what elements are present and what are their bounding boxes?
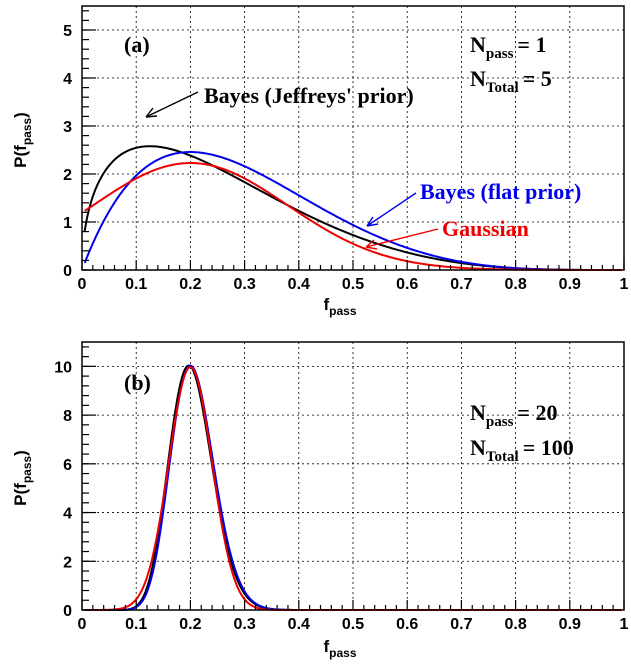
x-tick-label: 1 [620,616,629,633]
x-tick-label: 0.7 [450,616,472,633]
x-tick-label: 0.5 [342,616,364,633]
y-tick-label: 6 [63,457,72,474]
y-tick-label: 10 [54,359,72,376]
panel-a-ticks: 0 0.1 0.2 0.3 0.4 0.5 0.6 0.7 0.8 0.9 1 0 1 2 3 4 5 [63,10,629,293]
x-tick-label: 0.6 [396,276,418,293]
x-tick-label: 0 [78,276,87,293]
panel-b-label: (b) [124,370,151,395]
x-tick-label: 0.4 [288,276,310,293]
y-tick-label: 1 [63,215,72,232]
panel-b-grid [82,342,624,610]
y-tick-label: 4 [63,506,72,523]
y-tick-label: 3 [63,119,72,136]
x-tick-label: 0.4 [288,616,310,633]
arrow-bayes-flat [366,192,417,227]
y-tick-label: 2 [63,554,72,571]
x-tick-label: 0.2 [179,616,201,633]
label-gaussian: Gaussian [442,216,529,241]
label-bayes-jeffreys: Bayes (Jeffreys' prior) [204,83,414,108]
x-tick-label: 0.3 [233,276,255,293]
panel-a-n-pass: Npass = 1 [470,32,546,62]
x-tick-label: 0.1 [125,616,147,633]
x-tick-label: 0.2 [179,276,201,293]
x-tick-label: 0.1 [125,276,147,293]
x-tick-label: 0 [78,616,87,633]
y-tick-label: 8 [63,408,72,425]
x-tick-label: 0.9 [559,276,581,293]
x-tick-label: 0.8 [504,616,526,633]
x-tick-label: 0.3 [233,616,255,633]
panel-b-n-total: NTotal = 100 [470,435,574,465]
panel-a-n-total: NTotal = 5 [470,66,552,96]
arrow-gaussian [365,228,439,250]
y-tick-label: 0 [63,263,72,280]
panel-a-ylabel: P(fpass) [11,112,34,168]
panel-b-n-pass: Npass = 20 [470,400,557,430]
x-tick-label: 0.5 [342,276,364,293]
x-tick-label: 1 [620,276,629,293]
y-tick-label: 2 [63,167,72,184]
panel-b-xlabel: fpass [323,637,356,660]
x-tick-label: 0.7 [450,276,472,293]
panel-a-grid [82,6,624,270]
y-tick-label: 4 [63,71,72,88]
panel-a-xlabel: fpass [323,295,356,318]
x-tick-label: 0.6 [396,616,418,633]
x-tick-label: 0.9 [559,616,581,633]
panel-b-ylabel: P(fpass) [11,450,34,506]
label-bayes-flat: Bayes (flat prior) [420,179,581,204]
x-tick-label: 0.8 [504,276,526,293]
y-tick-label: 0 [63,603,72,620]
y-tick-label: 5 [63,23,72,40]
arrow-bayes-jeffreys [145,91,199,118]
panel-a-label: (a) [124,32,150,57]
